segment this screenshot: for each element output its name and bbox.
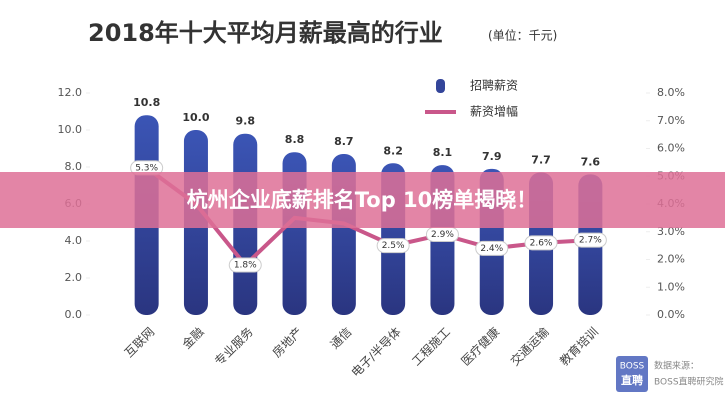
y2-tick-label: 7.0% — [657, 114, 685, 127]
chart-subtitle: (单位：千元) — [488, 28, 557, 43]
source-text: BOSS直聘研究院 — [654, 376, 724, 388]
x-tick-label: 房地产 — [269, 324, 305, 360]
bar-value-label: 9.8 — [236, 115, 256, 128]
legend-label: 招聘薪资 — [470, 79, 518, 93]
x-tick-label: 金融 — [179, 324, 207, 352]
label-box — [376, 238, 410, 254]
label-box — [573, 232, 607, 248]
x-tick-label: 互联网 — [122, 325, 157, 360]
x-tick-label: 教育培训 — [556, 324, 601, 369]
y-tick-label: 4.0 — [65, 234, 83, 247]
logo-text: BOSS — [620, 362, 645, 372]
bar-value-label: 8.2 — [383, 144, 403, 157]
x-tick-label: 专业服务 — [211, 324, 256, 369]
legend-label: 薪资增幅 — [470, 104, 518, 119]
y-tick-label: 10.0 — [58, 123, 83, 136]
logo-text: 直聘 — [621, 373, 643, 387]
y-tick-label: 2.0 — [65, 271, 83, 284]
x-tick-label: 工程施工 — [408, 324, 453, 369]
bar-value-label: 7.7 — [531, 154, 551, 167]
legend-swatch — [436, 79, 445, 93]
bar-value-label: 7.6 — [581, 155, 601, 168]
y-tick-label: 8.0 — [65, 160, 83, 173]
y-tick-label: 12.0 — [58, 86, 83, 99]
label-box — [524, 235, 558, 251]
label-box — [228, 257, 262, 273]
x-tick-label: 医疗健康 — [458, 324, 503, 369]
bar-value-label: 10.0 — [182, 111, 209, 124]
line — [145, 166, 591, 268]
y2-tick-label: 2.0% — [657, 253, 685, 266]
line-value-label: 2.6% — [530, 238, 553, 248]
banner-text: 杭州企业底薪排名Top 10榜单揭晓！ — [187, 188, 538, 212]
line-value-label: 5.3% — [135, 163, 158, 173]
bar-value-label: 8.8 — [285, 133, 305, 146]
y-tick-label: 0.0 — [65, 308, 83, 321]
y2-tick-label: 1.0% — [657, 280, 685, 293]
x-tick-label: 电子/半导体 — [349, 325, 404, 380]
logo-box — [616, 356, 648, 392]
chart-title: 2018年十大平均月薪最高的行业 — [88, 19, 443, 47]
y2-tick-label: 8.0% — [657, 86, 685, 99]
bar-value-label: 10.8 — [133, 96, 160, 109]
line-value-label: 2.7% — [579, 236, 602, 246]
x-tick-label: 交通运输 — [507, 324, 552, 369]
line-value-label: 2.5% — [382, 241, 405, 251]
x-tick-label: 通信 — [328, 325, 355, 352]
bar-value-label: 8.7 — [334, 135, 354, 148]
line-value-label: 2.4% — [480, 244, 503, 254]
label-box — [475, 240, 509, 256]
line-value-label: 1.8% — [234, 261, 257, 271]
y2-tick-label: 6.0% — [657, 142, 685, 155]
banner — [0, 172, 725, 228]
bar-value-label: 7.9 — [482, 150, 502, 163]
line-value-label: 2.9% — [431, 230, 454, 240]
y2-tick-label: 0.0% — [657, 308, 685, 321]
bar-value-label: 8.1 — [433, 146, 453, 159]
source-label: 数据来源： — [654, 360, 699, 372]
